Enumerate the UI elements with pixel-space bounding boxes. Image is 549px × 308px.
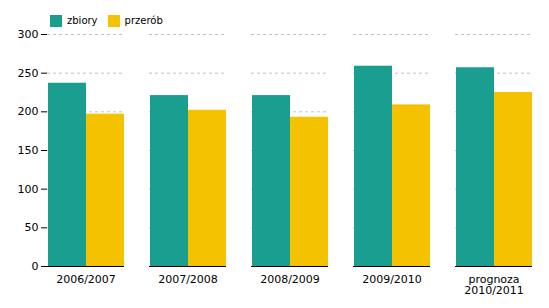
svg-text:100: 100 xyxy=(18,183,39,196)
svg-text:200: 200 xyxy=(18,105,39,118)
svg-text:300: 300 xyxy=(18,28,39,41)
svg-text:0: 0 xyxy=(32,260,39,273)
svg-text:2007/2008: 2007/2008 xyxy=(158,273,218,286)
svg-text:150: 150 xyxy=(18,144,39,157)
html-text:zbiory: zbiory xyxy=(67,15,98,26)
svg-text:prognoza2010/2011: prognoza2010/2011 xyxy=(464,273,524,297)
svg-text:2006/2007: 2006/2007 xyxy=(56,273,116,286)
svg-text:2009/2010: 2009/2010 xyxy=(362,273,422,286)
html-text:przerób: przerób xyxy=(124,15,163,26)
svg-text:250: 250 xyxy=(18,67,39,80)
svg-text:2008/2009: 2008/2009 xyxy=(260,273,320,286)
svg-text:50: 50 xyxy=(25,221,39,234)
